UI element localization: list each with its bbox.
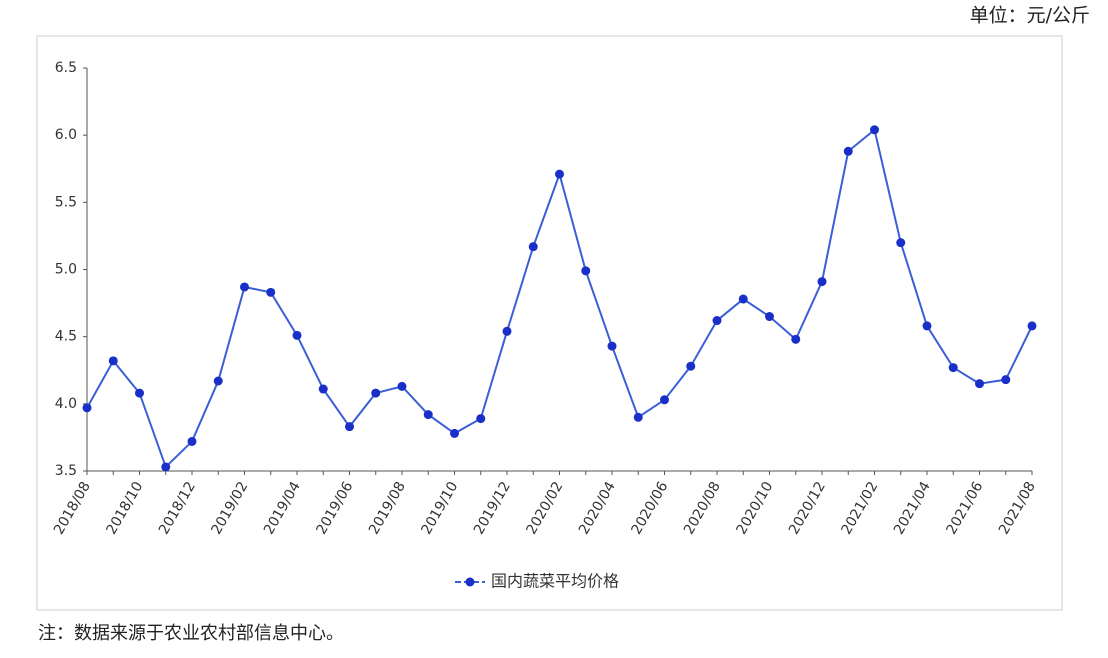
data-point [686, 361, 696, 371]
x-tick-label: 2020/12 [786, 479, 829, 537]
y-tick-label: 5.0 [55, 262, 77, 278]
data-point [975, 379, 984, 389]
data-point [843, 146, 853, 156]
x-tick-label: 2019/10 [418, 479, 461, 537]
x-tick-label: 2021/02 [838, 479, 881, 537]
y-tick-label: 6.0 [55, 127, 77, 143]
x-tick-label: 2018/08 [51, 479, 94, 537]
data-point [397, 381, 407, 391]
series-line [86, 128, 1033, 469]
data-point [345, 422, 354, 432]
data-point [292, 330, 302, 340]
chart-frame [36, 35, 1063, 611]
data-point [607, 341, 617, 351]
x-tick-label: 2020/10 [733, 479, 776, 537]
data-point [633, 412, 643, 422]
x-tick-label: 2019/02 [208, 479, 251, 537]
x-tick-label: 2020/06 [628, 479, 671, 537]
x-tick-label: 2020/08 [681, 479, 724, 537]
data-point [581, 266, 591, 276]
y-tick-label: 4.0 [55, 396, 77, 412]
x-tick-label: 2020/02 [523, 479, 566, 537]
legend-label: 国内蔬菜平均价格 [491, 572, 619, 591]
data-point [423, 410, 433, 420]
x-tick-label: 2021/06 [943, 479, 986, 537]
x-tick-label: 2018/12 [156, 479, 199, 537]
data-point [135, 388, 144, 398]
x-tick-label: 2019/12 [471, 479, 514, 537]
x-tick-label: 2021/04 [891, 479, 934, 537]
data-point [450, 428, 459, 438]
data-point [240, 282, 249, 292]
data-point [1027, 321, 1037, 331]
data-point [82, 403, 92, 413]
data-point [870, 125, 879, 135]
data-point [318, 384, 328, 394]
data-point [660, 395, 669, 405]
legend-marker [465, 577, 475, 587]
data-point [817, 277, 827, 287]
x-tick-label: 2019/04 [261, 479, 304, 537]
data-point [502, 326, 512, 336]
data-point [555, 169, 564, 179]
data-point [476, 414, 486, 424]
data-point [922, 321, 932, 331]
data-point [738, 294, 748, 304]
data-point [1001, 375, 1011, 385]
unit-note: 单位：元/公斤 [970, 5, 1090, 27]
data-point [108, 356, 118, 366]
data-point [213, 376, 223, 386]
data-point [528, 242, 538, 252]
data-point [948, 363, 958, 373]
y-tick-label: 5.5 [55, 194, 77, 210]
x-tick-label: 2021/08 [996, 479, 1039, 537]
x-tick-label: 2018/10 [103, 479, 146, 537]
footnote: 注：数据来源于农业农村部信息中心。 [38, 623, 344, 644]
x-tick-label: 2020/04 [576, 479, 619, 537]
y-tick-label: 6.5 [55, 60, 77, 76]
data-point [187, 436, 197, 446]
data-point [712, 316, 722, 326]
y-tick-label: 4.5 [55, 329, 77, 345]
data-point [765, 312, 774, 322]
data-point [161, 462, 171, 472]
data-point [896, 238, 906, 248]
data-point [371, 388, 381, 398]
x-tick-label: 2019/08 [366, 479, 409, 537]
data-point [266, 287, 276, 297]
x-tick-label: 2019/06 [313, 479, 356, 537]
data-point [791, 334, 801, 344]
y-tick-label: 3.5 [55, 463, 77, 479]
